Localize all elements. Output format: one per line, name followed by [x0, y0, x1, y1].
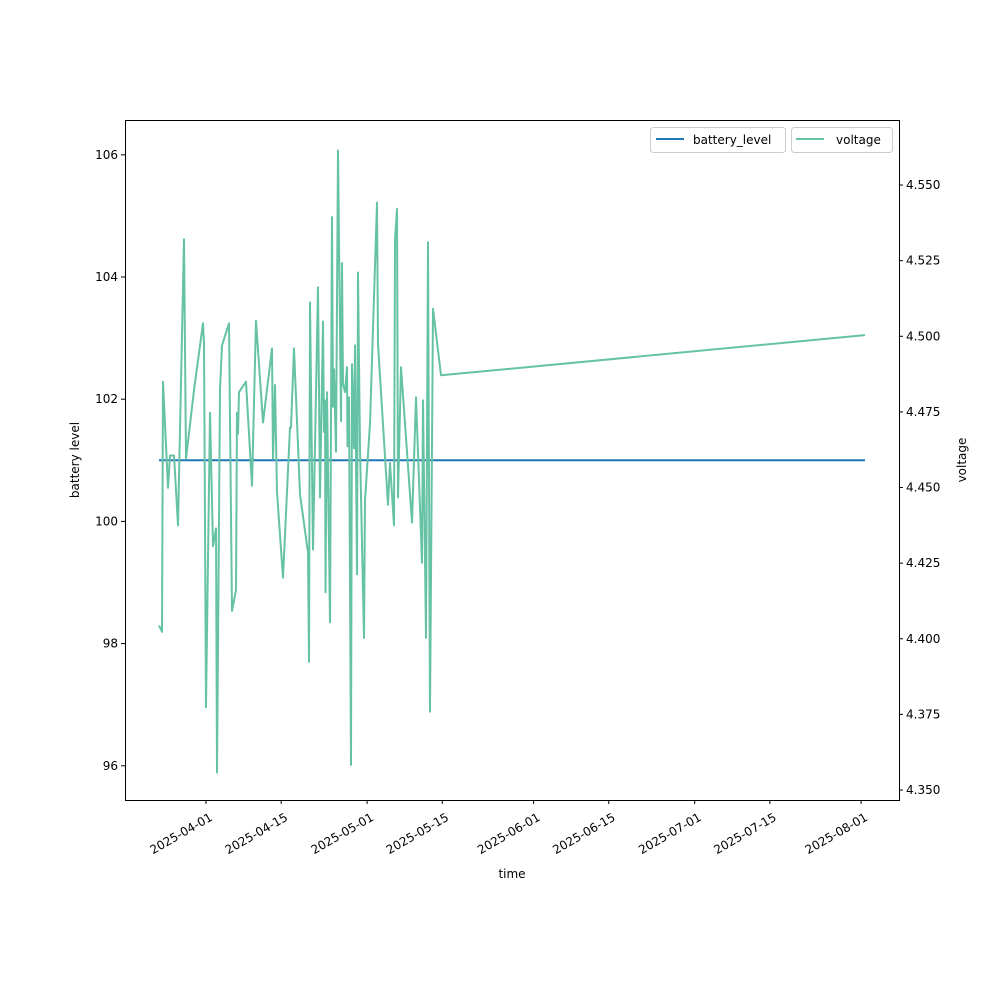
legend-battery: battery_level: [650, 127, 786, 153]
series-line-voltage: [158, 149, 866, 774]
y-left-tick-label: 98: [103, 637, 118, 651]
y-axis-left-label: battery level: [68, 422, 82, 498]
legend-label-voltage: voltage: [836, 133, 881, 147]
x-axis-label: time: [498, 867, 525, 881]
plot-marks: [158, 149, 866, 774]
y-left-tick-label: 96: [103, 759, 118, 773]
y-axis-right: 4.350 4.375 4.400 4.425 4.450 4.475 4.500 4.525…: [899, 178, 940, 797]
legend-label-battery: battery_level: [693, 133, 771, 147]
y-axis-right-label: voltage: [955, 438, 969, 483]
x-tick-label: 2025-06-15: [550, 810, 617, 857]
x-tick-label: 2025-06-01: [475, 810, 542, 857]
y-right-tick-label: 4.350: [906, 783, 940, 797]
y-right-tick-label: 4.475: [906, 405, 940, 419]
x-axis: 2025-04-01 2025-04-15 2025-05-01 2025-05-15…: [147, 800, 870, 857]
y-left-tick-label: 106: [95, 148, 118, 162]
y-right-tick-label: 4.550: [906, 178, 940, 192]
y-right-tick-label: 4.375: [906, 707, 940, 721]
x-tick-label: 2025-04-01: [147, 810, 214, 857]
y-left-tick-label: 104: [95, 270, 118, 284]
x-tick-label: 2025-05-15: [384, 810, 451, 857]
x-tick-label: 2025-07-01: [636, 810, 703, 857]
y-axis-left: 96 98 100 102 104 106: [95, 148, 125, 773]
plot-frame: [125, 120, 900, 801]
y-right-tick-label: 4.450: [906, 481, 940, 495]
y-right-tick-label: 4.425: [906, 556, 940, 570]
y-right-tick-label: 4.525: [906, 254, 940, 268]
x-tick-label: 2025-04-15: [223, 810, 290, 857]
y-right-tick-label: 4.500: [906, 329, 940, 343]
y-left-tick-label: 100: [95, 514, 118, 528]
x-tick-label: 2025-08-01: [803, 810, 870, 857]
y-left-tick-label: 102: [95, 392, 118, 406]
legend-voltage: voltage: [791, 127, 893, 153]
x-tick-label: 2025-07-15: [711, 810, 778, 857]
x-tick-label: 2025-05-01: [309, 810, 376, 857]
y-right-tick-label: 4.400: [906, 632, 940, 646]
